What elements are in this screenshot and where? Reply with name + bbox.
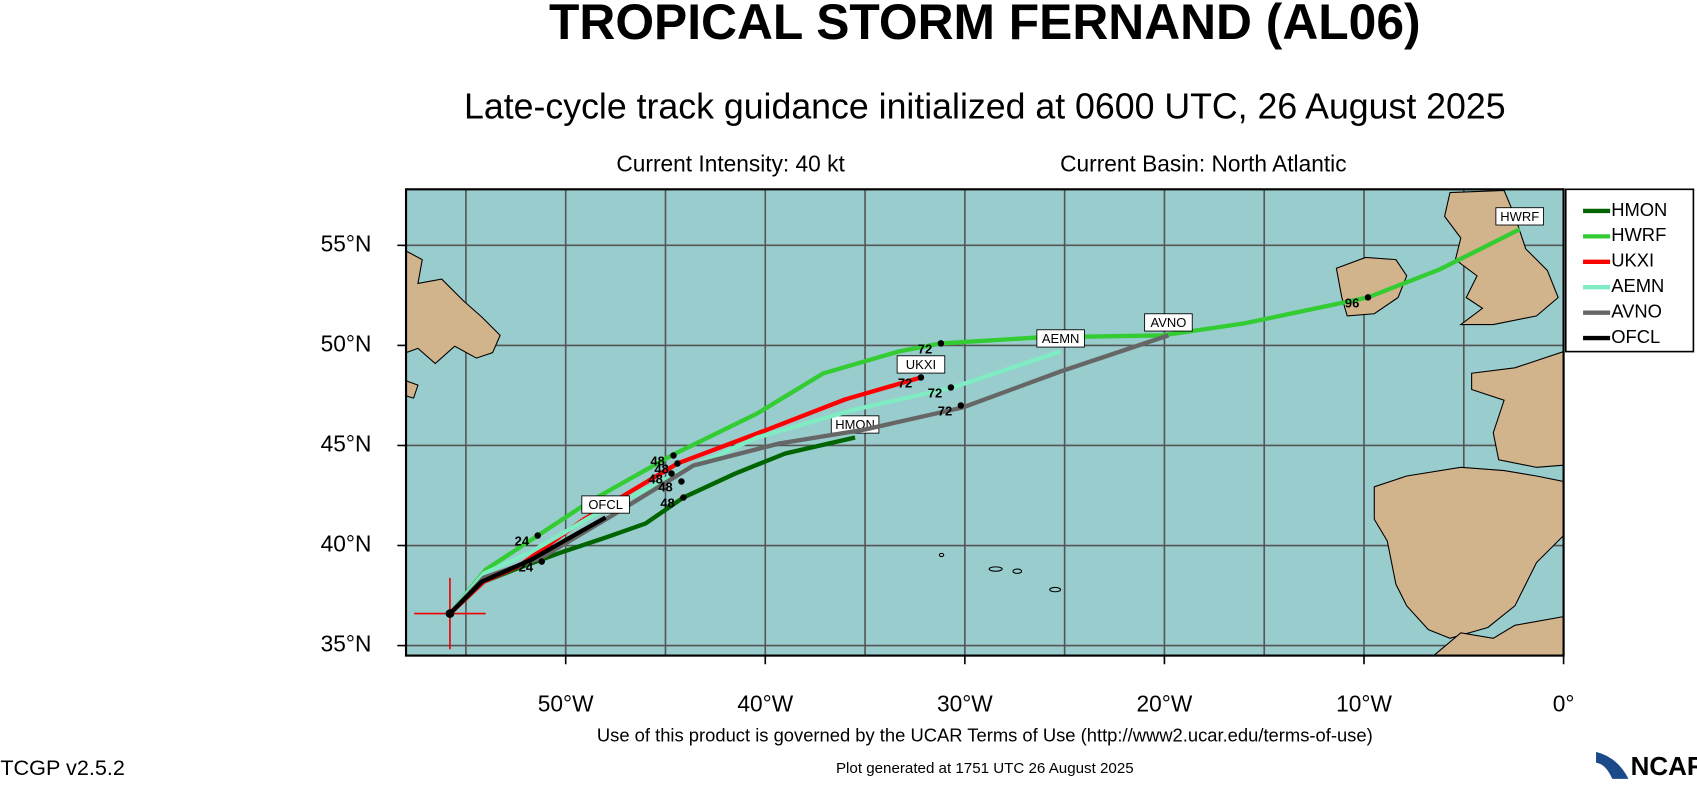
hour-label: 24 [519, 559, 534, 574]
hour-label: 96 [1345, 295, 1359, 310]
hour-label: 48 [650, 453, 664, 468]
basin: Current Basin: North Atlantic [1060, 151, 1346, 177]
newfoundland [406, 250, 501, 365]
hour-dot [538, 558, 545, 565]
legend-label: HWRF [1611, 224, 1666, 245]
track-label-text: HWRF [1500, 209, 1539, 224]
footer-terms: Use of this product is governed by the U… [597, 725, 1373, 746]
france [1471, 351, 1564, 468]
y-tick-label: 35°N [321, 631, 372, 657]
hour-label: 24 [515, 533, 530, 548]
y-tick-label: 40°N [321, 531, 372, 557]
hour-dot [917, 374, 925, 381]
legend-label: AEMN [1611, 275, 1664, 296]
legend-label: HMON [1611, 199, 1667, 220]
footer-generated: Plot generated at 1751 UTC 26 August 202… [836, 760, 1134, 777]
hour-label: 48 [654, 461, 668, 476]
track-label-text: AVNO [1151, 315, 1187, 330]
legend-label: UKXI [1611, 250, 1654, 271]
legend-label: OFCL [1611, 326, 1660, 347]
x-tick-label: 0° [1553, 690, 1575, 716]
intensity: Current Intensity: 40 kt [616, 151, 845, 177]
track-label: AVNO [1144, 313, 1193, 332]
north-africa [1432, 616, 1564, 656]
logo: NCAR [1631, 751, 1697, 780]
y-tick-label: 45°N [321, 430, 372, 456]
x-tick-label: 10°W [1336, 690, 1392, 716]
track-label: HWRF [1495, 207, 1544, 226]
island [938, 552, 945, 558]
axes: 50°W 40°W 30°W 20°W 10°W 0° 35°N 40°N 45°N 50°N 55… [321, 230, 1575, 716]
hour-dot [937, 340, 945, 347]
track-label-text: UKXI [906, 357, 936, 372]
hour-label: 72 [928, 385, 942, 400]
hour-label: 72 [918, 341, 932, 356]
track-label-box [1495, 207, 1544, 226]
hour-dot [957, 402, 965, 409]
hour-dot [678, 478, 685, 485]
legend [1564, 188, 1695, 353]
tracks: HMONHWRFUKXIAEMNAVNOOFCL2424484848484872… [414, 207, 1544, 650]
y-tick-label: 50°N [321, 330, 372, 356]
track-label: UKXI [896, 355, 946, 374]
great-britain [1444, 189, 1559, 326]
hour-dot [668, 470, 675, 477]
hour-dot [947, 384, 955, 391]
x-tick-label: 50°W [538, 690, 594, 716]
x-tick-label: 20°W [1137, 690, 1193, 716]
hour-dot [1364, 294, 1372, 301]
track-label-box [581, 495, 630, 514]
logo-swoosh [1596, 751, 1629, 779]
legend-label: AVNO [1611, 301, 1662, 322]
map-frame [404, 188, 1565, 657]
track-label: AEMN [1036, 329, 1085, 348]
hour-label: 48 [648, 471, 662, 486]
hour-dot [680, 494, 687, 501]
hour-dot [674, 460, 681, 467]
legend-entries: HMON HWRF UKXI AEMN AVNO OFCL [1583, 199, 1667, 347]
hour-dot [534, 532, 541, 539]
hour-label: 72 [898, 375, 912, 390]
chart-title: TROPICAL STORM FERNAND (AL06) [549, 0, 1421, 50]
y-tick-label: 55°N [321, 230, 372, 256]
iberia [1373, 466, 1564, 639]
track-label: OFCL [581, 495, 630, 514]
x-tick-label: 40°W [737, 690, 793, 716]
storm-center [445, 609, 455, 618]
version: TCGP v2.5.2 [0, 755, 125, 780]
track-line [448, 515, 607, 616]
track-label-text: AEMN [1042, 331, 1079, 346]
chart-subtitle: Late-cycle track guidance initialized at… [464, 87, 1506, 127]
track-label-box [1036, 329, 1085, 348]
track-line [448, 227, 1521, 615]
hour-label: 48 [658, 479, 672, 494]
island [988, 566, 1003, 572]
track-label-box [896, 355, 946, 374]
track-label-box [1144, 313, 1193, 332]
track-label-text: OFCL [588, 497, 623, 512]
hour-label: 48 [660, 495, 674, 510]
hour-label: 72 [938, 403, 952, 418]
nova-scotia [406, 380, 419, 399]
hour-dot [670, 452, 677, 459]
x-tick-label: 30°W [937, 690, 993, 716]
island [1012, 568, 1023, 574]
island [1049, 586, 1062, 593]
